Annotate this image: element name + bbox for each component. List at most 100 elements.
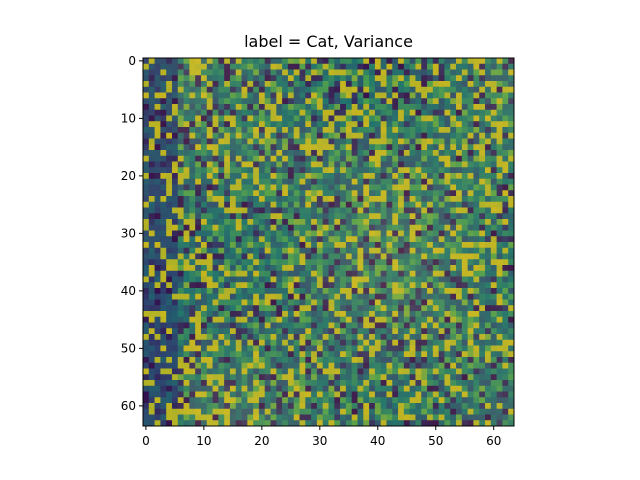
heatmap-cell xyxy=(212,98,219,105)
heatmap-cell xyxy=(374,397,382,404)
heatmap-cell xyxy=(241,75,248,82)
heatmap-cell xyxy=(143,138,150,145)
heatmap-cell xyxy=(270,316,277,323)
heatmap-cell xyxy=(305,293,312,300)
heatmap-cell xyxy=(334,167,341,174)
heatmap-cell xyxy=(334,213,341,220)
heatmap-cell xyxy=(363,236,370,243)
heatmap-cell xyxy=(479,276,486,283)
heatmap-cell xyxy=(322,219,329,226)
heatmap-cell xyxy=(456,236,463,243)
heatmap-cell xyxy=(386,374,393,381)
heatmap-cell xyxy=(363,86,370,93)
heatmap-cell xyxy=(479,305,486,312)
heatmap-cell xyxy=(160,259,167,266)
heatmap-cell xyxy=(224,178,231,185)
heatmap-cell xyxy=(369,305,376,312)
heatmap-cell xyxy=(311,190,318,197)
heatmap-cell xyxy=(311,247,318,254)
heatmap-cell xyxy=(398,328,405,335)
heatmap-cell xyxy=(212,115,219,122)
heatmap-cell xyxy=(195,374,202,381)
heatmap-cell xyxy=(357,98,364,105)
heatmap-cell xyxy=(253,328,260,335)
heatmap-cell xyxy=(334,328,341,335)
heatmap-cell xyxy=(340,75,347,82)
heatmap-cell xyxy=(154,104,161,111)
heatmap-cell xyxy=(398,299,405,306)
heatmap-cell xyxy=(235,207,242,214)
heatmap-cell xyxy=(264,98,271,105)
heatmap-cell xyxy=(171,299,179,306)
heatmap-cell xyxy=(224,403,231,410)
heatmap-cell xyxy=(183,334,190,341)
heatmap-cell xyxy=(166,196,173,203)
heatmap-cell xyxy=(363,242,370,249)
heatmap-cell xyxy=(160,368,167,375)
heatmap-cell xyxy=(415,391,422,398)
heatmap-cell xyxy=(444,293,451,300)
heatmap-cell xyxy=(386,167,393,174)
heatmap-cell xyxy=(247,247,254,254)
heatmap-cell xyxy=(143,357,150,364)
heatmap-cell xyxy=(438,167,445,174)
heatmap-cell xyxy=(357,58,364,65)
heatmap-cell xyxy=(461,115,468,122)
heatmap-cell xyxy=(276,339,283,346)
heatmap-cell xyxy=(287,328,295,335)
heatmap-cell xyxy=(282,92,289,99)
heatmap-cell xyxy=(357,63,364,70)
heatmap-cell xyxy=(340,414,347,421)
heatmap-cell xyxy=(293,236,300,243)
heatmap-cell xyxy=(177,391,184,398)
heatmap-cell xyxy=(270,161,277,168)
heatmap-cell xyxy=(340,224,347,231)
heatmap-cell xyxy=(496,98,503,105)
heatmap-cell xyxy=(183,138,190,145)
heatmap-cell xyxy=(235,109,242,116)
heatmap-cell xyxy=(316,92,324,99)
heatmap-cell xyxy=(479,224,486,231)
heatmap-cell xyxy=(171,265,179,272)
heatmap-cell xyxy=(369,345,376,352)
heatmap-cell xyxy=(502,213,509,220)
heatmap-cell xyxy=(479,201,486,208)
heatmap-cell xyxy=(235,201,242,208)
heatmap-cell xyxy=(264,368,271,375)
heatmap-cell xyxy=(369,288,376,295)
heatmap-cell xyxy=(415,109,422,116)
heatmap-cell xyxy=(287,138,295,145)
heatmap-cell xyxy=(473,391,480,398)
heatmap-cell xyxy=(479,132,486,139)
heatmap-cell xyxy=(258,190,266,197)
heatmap-cell xyxy=(183,201,190,208)
heatmap-cell xyxy=(276,311,283,318)
heatmap-cell xyxy=(177,104,184,111)
heatmap-cell xyxy=(432,75,439,82)
heatmap-cell xyxy=(456,98,463,105)
heatmap-cell xyxy=(496,408,503,415)
heatmap-cell xyxy=(450,127,457,134)
heatmap-cell xyxy=(247,276,254,283)
heatmap-cell xyxy=(241,184,248,191)
heatmap-cell xyxy=(293,368,300,375)
heatmap-cell xyxy=(276,408,283,415)
heatmap-cell xyxy=(264,115,271,122)
heatmap-cell xyxy=(473,201,480,208)
heatmap-cell xyxy=(253,69,260,76)
heatmap-cell xyxy=(258,305,266,312)
heatmap-cell xyxy=(351,247,358,254)
heatmap-cell xyxy=(311,150,318,157)
heatmap-cell xyxy=(287,201,295,208)
heatmap-cell xyxy=(183,270,190,277)
heatmap-cell xyxy=(479,127,486,134)
heatmap-cell xyxy=(403,219,411,226)
heatmap-cell xyxy=(357,334,364,341)
heatmap-cell xyxy=(369,81,376,88)
heatmap-cell xyxy=(386,351,393,358)
heatmap-cell xyxy=(183,397,190,404)
heatmap-cell xyxy=(224,144,231,151)
heatmap-cell xyxy=(160,247,167,254)
heatmap-cell xyxy=(299,69,306,76)
heatmap-cell xyxy=(386,219,393,226)
